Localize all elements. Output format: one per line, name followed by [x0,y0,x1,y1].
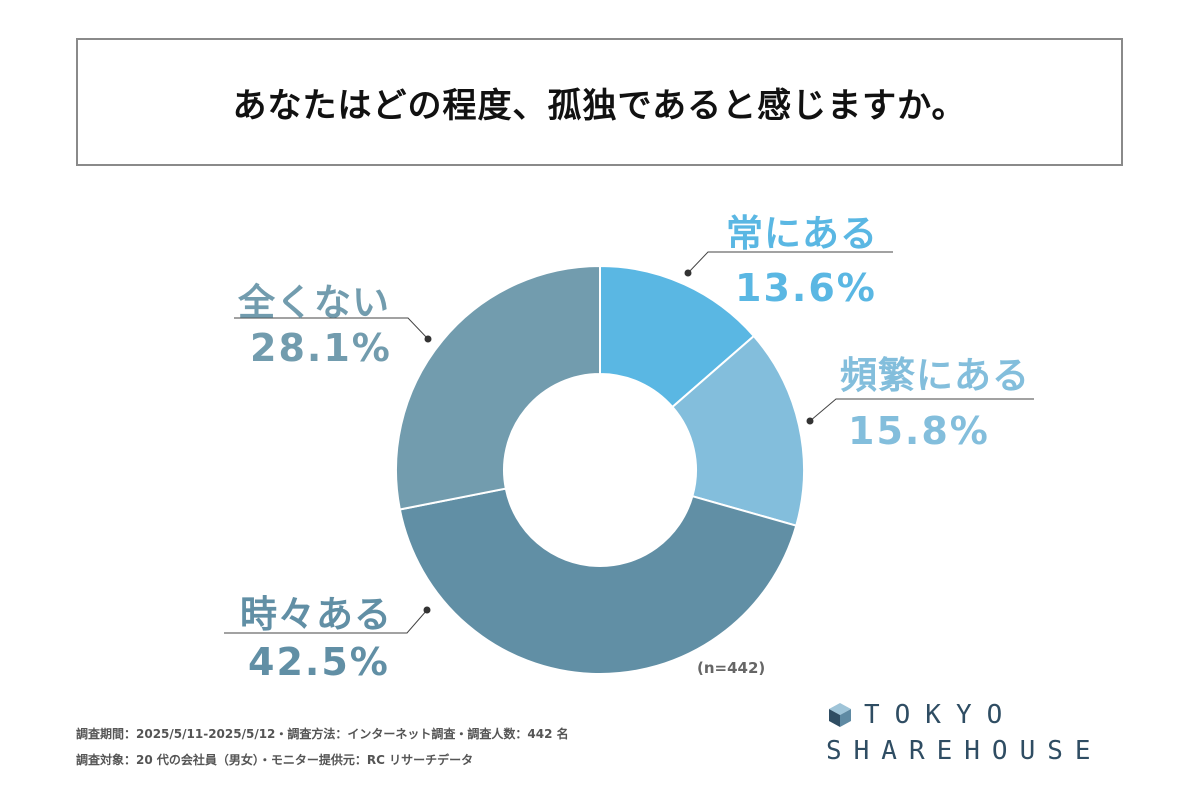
label-sometimes-value: 42.5% [248,640,390,684]
slice-never [395,264,601,511]
leader-sometimes [224,606,431,634]
leader-never-dot [424,335,432,343]
label-always-name: 常にある [726,212,878,255]
house-cube-icon [829,703,851,727]
footer-survey-target: 調査対象：20 代の会社員（男女）・モニター提供元：RC リサーチデータ [76,753,474,767]
label-sometimes-name: 時々ある [240,593,392,636]
leader-never [234,317,432,343]
label-frequent-name: 頻繁にある [840,354,1030,397]
label-never-name: 全くない [238,281,390,324]
footer-survey-period: 調査期間：2025/5/11-2025/5/12・調査方法：インターネット調査・… [76,727,569,741]
label-frequent-value: 15.8% [848,409,990,453]
logo-top-row: TOKYO [828,700,1017,730]
leader-frequent-dot [806,417,814,425]
leader-always [684,251,893,277]
leader-always-dot [684,269,692,277]
slice-frequent [670,334,805,527]
slice-sometimes [398,487,798,675]
leader-frequent [806,398,1034,425]
label-never-value: 28.1% [250,326,392,370]
label-always-value: 13.6% [735,266,877,310]
leader-sometimes-dot [423,606,431,614]
logo-text-tokyo: TOKYO [864,700,1018,730]
logo-text-sharehouse: SHAREHOUSE [826,736,1103,766]
sample-size-note: (n=442) [697,659,766,677]
chart-title: あなたはどの程度、孤独であると感じますか。 [232,85,967,126]
title-box: あなたはどの程度、孤独であると感じますか。 [76,38,1123,166]
